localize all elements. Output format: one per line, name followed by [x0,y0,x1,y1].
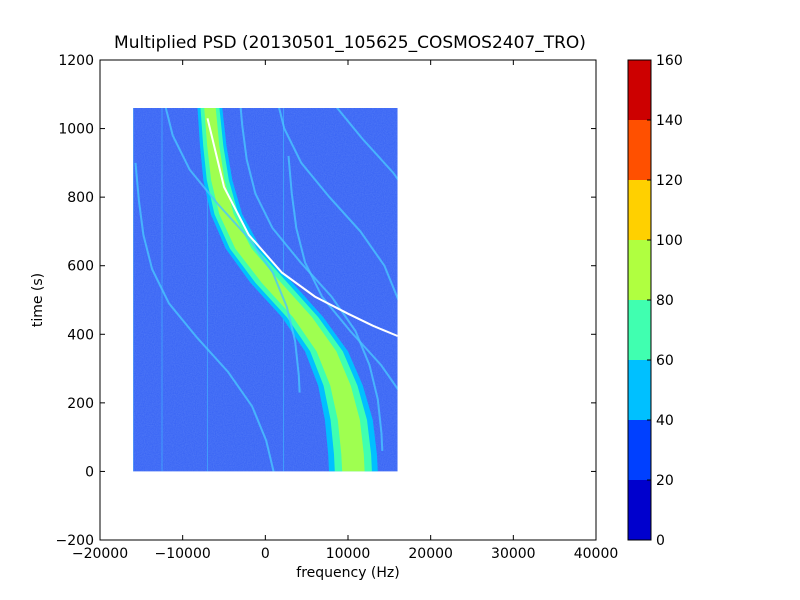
band-level-80 [204,108,365,472]
y-tick-label: 1200 [58,53,94,69]
x-axis: −20000 −10000 0 10000 20000 30000 40000 [72,60,618,562]
mask-top [100,60,596,108]
x-tick-label: −10000 [155,546,211,562]
y-tick-label: 200 [67,396,94,412]
y-tick-label: 1000 [58,122,94,138]
y-axis: −200 0 200 400 600 800 1000 1200 [56,53,596,549]
x-axis-label: frequency (Hz) [296,565,399,581]
colorbar-tick-label: 100 [656,233,683,249]
colorbar-tick-label: 120 [656,173,683,189]
mask-right [397,60,596,540]
colorbar-tick-label: 40 [656,413,674,429]
predicted-doppler-curve [206,118,398,337]
mask-bottom [100,471,596,540]
y-tick-label: 800 [67,190,94,206]
colorbar-tick-label: 140 [656,113,683,129]
x-tick-label: 0 [261,546,270,562]
x-tick-label: 40000 [574,546,619,562]
echo-track [237,87,384,451]
y-tick-label: 0 [85,464,94,480]
colorbar-tick-label: 80 [656,293,674,309]
colorbar-swatch [628,120,651,180]
colorbar-swatch [628,300,651,360]
colorbar-swatch [628,480,651,540]
x-tick-label: 10000 [326,546,371,562]
x-tick-label: 30000 [491,546,536,562]
colorbar-tick-label: 60 [656,353,674,369]
chart-title: Multiplied PSD (20130501_105625_COSMOS24… [114,33,586,53]
heatmap-layer [100,60,596,540]
y-tick-label: −200 [56,533,94,549]
x-tick-label: −20000 [72,546,128,562]
colorbar-swatch [628,240,651,300]
x-tick-label: 20000 [408,546,453,562]
colorbar-swatch [628,420,651,480]
colorbar-swatch [628,60,651,120]
colorbar-swatch [628,180,651,240]
colorbar: 0 20 40 60 80 100 120 140 160 [627,53,683,549]
colorbar-swatch [628,360,651,420]
y-tick-label: 400 [67,327,94,343]
colorbar-tick-label: 160 [656,53,683,69]
colorbar-tick-label: 0 [656,533,665,549]
colorbar-tick-label: 20 [656,473,674,489]
y-tick-label: 600 [67,259,94,275]
mask-left [100,60,134,540]
y-axis-label: time (s) [30,273,46,327]
